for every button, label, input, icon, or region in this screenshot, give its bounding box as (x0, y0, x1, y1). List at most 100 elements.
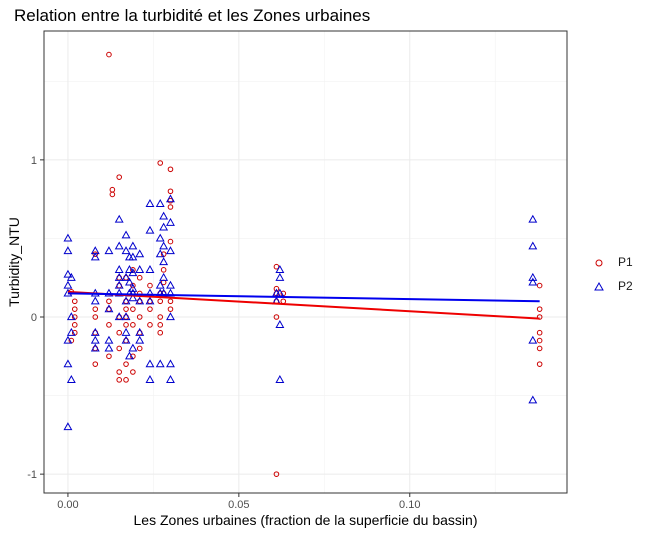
data-point-p1 (109, 191, 116, 198)
data-point-p2 (128, 293, 138, 302)
grid-layer (44, 31, 567, 493)
data-point-p2 (135, 327, 145, 336)
data-point-p1 (136, 274, 143, 281)
data-point-p2 (145, 296, 155, 305)
trend-lines-layer (67, 290, 540, 320)
data-point-p1 (160, 267, 167, 273)
data-point-p2 (121, 230, 131, 239)
data-point-p1 (167, 238, 174, 245)
data-point-p2 (145, 199, 155, 207)
data-point-p2 (66, 375, 76, 383)
data-point-p1 (167, 298, 174, 305)
data-point-p1 (536, 314, 543, 320)
data-point-p2 (66, 312, 76, 321)
data-point-p2 (104, 335, 114, 344)
data-point-p1 (71, 322, 78, 328)
data-point-p1 (106, 51, 112, 58)
data-point-p2 (63, 233, 73, 242)
data-point-p2 (114, 312, 124, 321)
data-point-p1 (167, 197, 174, 204)
data-point-p1 (116, 329, 123, 336)
data-point-p2 (125, 351, 134, 360)
data-point-p2 (275, 265, 285, 273)
data-point-p1 (536, 361, 543, 367)
data-point-p2 (104, 343, 114, 352)
data-point-p2 (128, 241, 138, 250)
plot-panel-border (43, 30, 568, 494)
data-point-p1 (123, 377, 129, 383)
data-point-p2 (155, 280, 165, 289)
data-point-p2 (159, 257, 169, 266)
data-point-p2 (528, 241, 538, 250)
data-point-p2 (145, 225, 155, 234)
data-point-p2 (114, 241, 124, 250)
y-tick-label: 1 (31, 155, 37, 167)
data-point-p2 (90, 343, 100, 352)
data-point-p1 (157, 298, 164, 305)
data-point-p2 (275, 320, 285, 328)
data-point-p2 (104, 304, 114, 313)
data-point-p2 (125, 277, 134, 286)
data-point-p2 (166, 359, 175, 368)
data-point-p2 (128, 283, 138, 292)
data-point-p2 (90, 335, 100, 344)
data-point-p2 (155, 249, 165, 258)
data-point-p2 (90, 327, 100, 336)
data-point-p1 (71, 298, 78, 305)
data-point-p1 (106, 353, 112, 360)
data-point-p1 (167, 166, 174, 173)
data-point-p1 (92, 251, 99, 257)
data-point-p2 (125, 265, 134, 273)
data-point-p1 (157, 160, 164, 166)
data-point-p1 (273, 471, 280, 477)
data-point-p1 (136, 314, 143, 320)
data-point-p1 (123, 306, 129, 312)
data-point-p2 (159, 211, 169, 220)
legend-label-p2: P2 (618, 279, 633, 293)
data-point-p2 (528, 335, 538, 344)
data-point-p1 (123, 322, 129, 328)
data-point-p2 (128, 252, 138, 261)
data-point-p2 (159, 288, 169, 297)
y-axis-title: Turbidity_NTU (6, 217, 22, 307)
data-point-p2 (121, 272, 131, 281)
data-point-p1 (273, 314, 280, 320)
data-point-p2 (159, 222, 169, 231)
data-point-p1 (157, 329, 164, 336)
data-point-p2 (166, 280, 175, 289)
data-point-p2 (128, 268, 138, 277)
data-point-p2 (90, 296, 100, 305)
data-point-p1 (92, 361, 99, 367)
data-point-p2 (145, 265, 155, 273)
data-point-p1 (167, 188, 174, 195)
data-point-p1 (536, 337, 543, 344)
data-point-p2 (135, 265, 145, 273)
data-point-p2 (166, 375, 175, 383)
trend-line-p1 (67, 290, 540, 320)
y-tick-label: -1 (27, 469, 37, 481)
data-point-p2 (63, 422, 73, 431)
data-point-p2 (135, 296, 145, 305)
data-point-p1 (92, 306, 99, 312)
data-point-p2 (166, 217, 175, 226)
data-point-p2 (135, 335, 145, 344)
data-point-p1 (130, 282, 136, 289)
data-point-p1 (106, 322, 112, 328)
data-point-p1 (116, 174, 123, 180)
data-point-p2 (66, 327, 76, 336)
data-point-p1 (71, 306, 78, 312)
data-point-p1 (106, 298, 112, 305)
data-points-layer (63, 51, 543, 477)
data-point-p2 (63, 359, 73, 368)
data-point-p2 (90, 252, 100, 261)
data-point-p2 (155, 199, 165, 207)
data-point-p1 (147, 282, 153, 289)
x-tick-label: 0.10 (399, 499, 420, 511)
data-point-p2 (166, 246, 175, 255)
data-point-p1 (147, 306, 153, 312)
data-point-p1 (130, 369, 136, 375)
data-point-p2 (135, 249, 145, 258)
x-tick-label: 0.05 (228, 499, 249, 511)
data-point-p1 (167, 204, 174, 210)
